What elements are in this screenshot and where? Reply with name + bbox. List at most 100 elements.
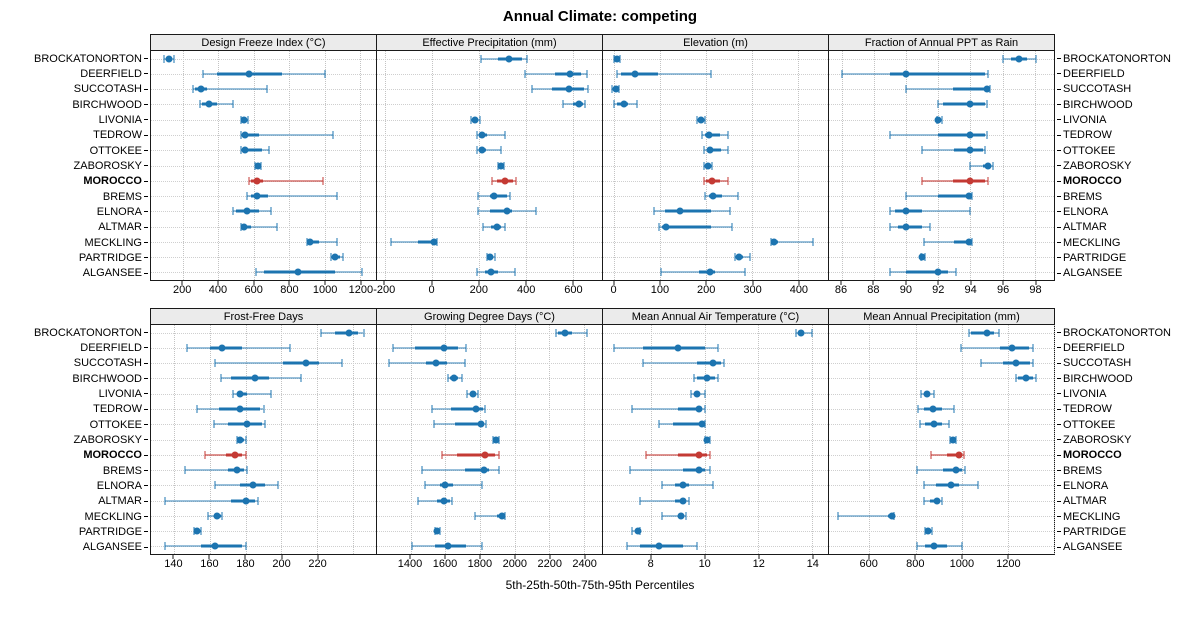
axis-tick-label: 1600 (432, 558, 458, 570)
median-dot (695, 466, 703, 474)
axis-tick (172, 555, 174, 559)
horizontal-gridline (829, 211, 1054, 213)
median-dot (676, 207, 684, 215)
whisker-cap (270, 389, 272, 398)
whisker-cap (717, 343, 719, 352)
site-label-row: BREMS (0, 189, 150, 204)
axis-tick-label: 100 (650, 284, 670, 296)
whisker-cap (704, 192, 706, 201)
whisker-cap (1032, 343, 1034, 352)
horizontal-gridline (377, 439, 602, 441)
interval-25th-75th (661, 225, 712, 229)
whisker-cap (465, 343, 467, 352)
axis-tick (244, 555, 246, 559)
median-dot (934, 116, 942, 124)
median-dot (613, 55, 621, 63)
y-axis-tick (144, 119, 148, 121)
panel-elevation-m: Elevation (m) 0 100 200 300 400 (602, 34, 829, 297)
axis-tick-label: 98 (1029, 284, 1042, 296)
axis-tick (288, 281, 290, 285)
median-dot (561, 329, 569, 337)
whisker-cap (562, 100, 564, 109)
site-label: DEERFIELD (80, 341, 142, 354)
whisker-cap (196, 404, 198, 413)
whisker-cap (920, 389, 922, 398)
y-axis-tick (1057, 196, 1061, 198)
horizontal-gridline (377, 180, 602, 182)
site-label-column: BROCKATONORTON DEERFIELD SUCCOTASH BIRCHWOO… (0, 51, 150, 281)
whisker-cap (929, 222, 931, 231)
site-label: ALGANSEE (82, 541, 142, 554)
median-dot (655, 542, 663, 550)
whisker-cap (987, 69, 989, 78)
whisker-cap (795, 328, 797, 337)
panel-design-freeze-index-c: Design Freeze Index (°C) 200 400 600 800 1000… (150, 34, 377, 297)
axis-tick-label: 10 (698, 558, 711, 570)
whisker-cap (470, 115, 472, 124)
median-dot (497, 162, 505, 169)
median-dot (706, 146, 714, 154)
horizontal-gridline (603, 515, 828, 517)
axis-tick (549, 555, 551, 559)
axis-tick (798, 281, 800, 285)
site-label-row: ALTMAR (1055, 494, 1200, 509)
interval-25th-75th (201, 544, 243, 548)
whisker-cap (986, 100, 987, 109)
interval-5th-95th (890, 133, 987, 136)
site-label: DEERFIELD (1063, 341, 1125, 354)
whisker-cap (531, 85, 533, 94)
horizontal-gridline (151, 439, 376, 441)
interval-25th-75th (938, 133, 985, 137)
whisker-cap (476, 130, 478, 139)
whisker-cap (986, 130, 987, 139)
axis-tick (383, 281, 385, 285)
axis-tick (650, 555, 652, 559)
axis-tick (704, 555, 706, 559)
horizontal-gridline (829, 150, 1054, 152)
interval-5th-95th (770, 240, 814, 243)
y-axis-tick (144, 531, 148, 533)
whisker-cap (636, 100, 638, 109)
median-dot (433, 527, 441, 535)
y-axis-tick (1057, 88, 1061, 90)
interval-25th-75th (677, 407, 703, 411)
median-dot (662, 223, 670, 231)
median-dot (249, 481, 257, 489)
site-label: BROCKATONORTON (34, 326, 142, 339)
median-dot (566, 70, 574, 78)
site-label-row: MECKLING (0, 235, 150, 250)
interval-5th-95th (215, 362, 343, 365)
horizontal-gridline (377, 424, 602, 426)
horizontal-gridline (151, 257, 376, 259)
site-label-row: DEERFIELD (0, 66, 150, 81)
site-label: BIRCHWOOD (72, 98, 142, 111)
panel-title: Effective Precipitation (mm) (422, 36, 557, 49)
axis-tick (572, 281, 574, 285)
median-dot (902, 207, 910, 215)
site-labels-right-bottom: BROCKATONORTON DEERFIELD SUCCOTASH BIRCHWOO… (1055, 308, 1200, 571)
axis-tick-label: 400 (208, 284, 228, 296)
interval-25th-75th (898, 225, 923, 229)
horizontal-gridline (377, 546, 602, 548)
panel-axis: 140 160 180 200 220 (150, 555, 377, 571)
median-dot (612, 85, 620, 93)
axis-tick-label: 200 (697, 284, 716, 296)
panel-strip: Effective Precipitation (mm) (376, 34, 603, 51)
horizontal-gridline (377, 104, 602, 106)
site-label-row: DEERFIELD (0, 340, 150, 355)
whisker-cap (709, 450, 711, 459)
whisker-cap (289, 343, 291, 352)
panel-plot (828, 325, 1055, 555)
whisker-cap (207, 511, 209, 520)
whisker-cap (717, 374, 719, 383)
y-axis-tick (1057, 454, 1061, 456)
axis-tick (812, 555, 814, 559)
whisker-cap (213, 420, 214, 429)
y-axis-tick (1057, 272, 1061, 274)
y-axis-tick (1057, 226, 1061, 228)
panel-plot (150, 51, 377, 281)
median-dot (709, 192, 717, 200)
axis-tick (961, 555, 963, 559)
horizontal-gridline (829, 89, 1054, 91)
interval-25th-75th (938, 194, 971, 198)
